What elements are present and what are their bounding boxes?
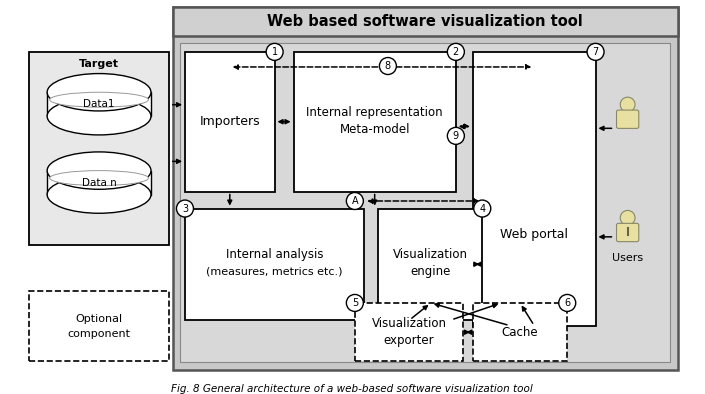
Bar xyxy=(185,52,275,191)
Text: 9: 9 xyxy=(453,131,459,141)
Circle shape xyxy=(474,200,491,217)
Ellipse shape xyxy=(50,92,148,107)
Text: Cache: Cache xyxy=(502,326,539,339)
Bar xyxy=(473,52,596,325)
Text: Internal representation: Internal representation xyxy=(307,106,443,119)
Circle shape xyxy=(448,43,465,60)
Ellipse shape xyxy=(47,152,151,189)
Text: Target: Target xyxy=(79,59,119,69)
Bar xyxy=(180,43,670,362)
Bar xyxy=(173,7,678,36)
Text: 7: 7 xyxy=(592,47,599,57)
Text: 6: 6 xyxy=(564,298,570,308)
Text: Data n: Data n xyxy=(82,178,116,188)
Bar xyxy=(293,52,456,191)
Text: engine: engine xyxy=(410,265,450,278)
Text: Internal analysis: Internal analysis xyxy=(226,248,324,261)
Text: Visualization: Visualization xyxy=(393,248,468,261)
Circle shape xyxy=(620,210,635,225)
Text: 4: 4 xyxy=(479,204,485,214)
Ellipse shape xyxy=(50,171,148,186)
Text: Users: Users xyxy=(612,253,643,263)
Text: component: component xyxy=(68,329,130,338)
Bar xyxy=(47,171,151,195)
Bar xyxy=(173,7,678,370)
Circle shape xyxy=(266,43,283,60)
Text: exporter: exporter xyxy=(384,334,434,347)
Bar xyxy=(47,92,151,116)
Bar xyxy=(29,52,169,245)
Circle shape xyxy=(176,200,193,217)
FancyBboxPatch shape xyxy=(616,110,639,128)
Text: A: A xyxy=(352,196,358,206)
Text: 2: 2 xyxy=(453,47,459,57)
Circle shape xyxy=(587,43,604,60)
Ellipse shape xyxy=(47,176,151,213)
Text: 3: 3 xyxy=(182,204,188,214)
Circle shape xyxy=(620,97,635,112)
Text: Data1: Data1 xyxy=(83,99,115,109)
Ellipse shape xyxy=(47,74,151,111)
Text: Visualization: Visualization xyxy=(372,317,447,330)
Bar xyxy=(185,208,364,320)
Text: 8: 8 xyxy=(385,61,391,71)
Text: 1: 1 xyxy=(271,47,278,57)
Text: Optional: Optional xyxy=(75,314,123,323)
Bar xyxy=(355,303,463,361)
Ellipse shape xyxy=(47,98,151,135)
Text: Web portal: Web portal xyxy=(501,229,568,242)
Bar xyxy=(379,208,482,320)
Bar xyxy=(473,303,568,361)
Text: 5: 5 xyxy=(352,298,358,308)
Circle shape xyxy=(346,294,363,311)
Text: Meta-model: Meta-model xyxy=(339,123,410,136)
Circle shape xyxy=(559,294,576,311)
Text: Fig. 8 General architecture of a web-based software visualization tool: Fig. 8 General architecture of a web-bas… xyxy=(171,384,533,394)
Bar xyxy=(29,291,169,361)
Text: Importers: Importers xyxy=(200,115,260,128)
Text: Web based software visualization tool: Web based software visualization tool xyxy=(267,14,583,29)
Circle shape xyxy=(379,58,396,74)
Text: (measures, metrics etc.): (measures, metrics etc.) xyxy=(207,267,343,277)
FancyBboxPatch shape xyxy=(616,223,639,242)
Circle shape xyxy=(448,127,465,144)
Circle shape xyxy=(346,193,363,210)
